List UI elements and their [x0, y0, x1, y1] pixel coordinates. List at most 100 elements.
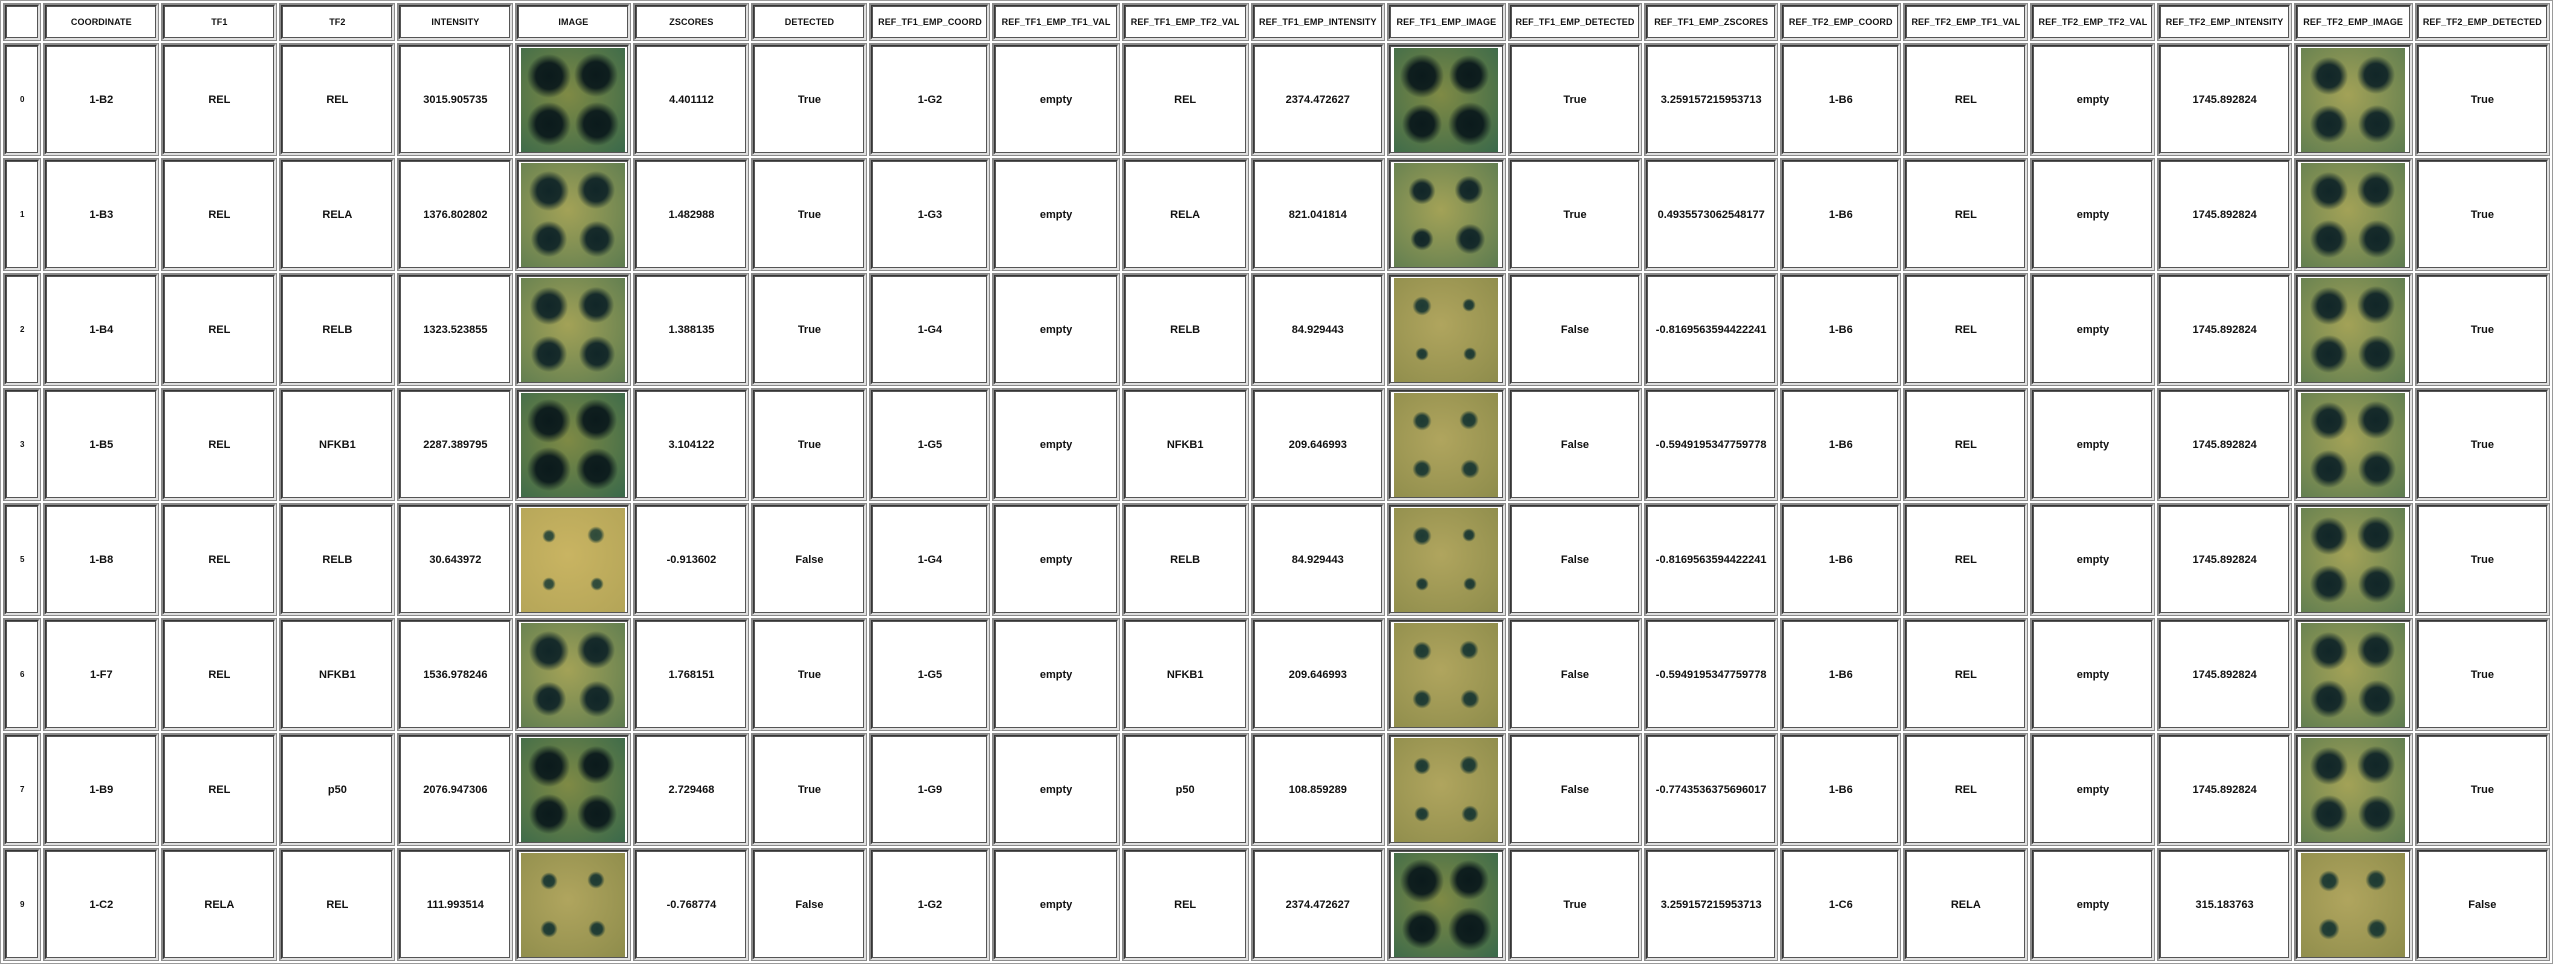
- table-row[interactable]: 3 1-B5 REL NFKB1 2287.389795 3.104122 True 1-G5…: [3, 388, 2550, 501]
- ref-tf2-intensity-cell: 1745.892824: [2157, 273, 2292, 386]
- column-header[interactable]: TF1: [161, 3, 278, 41]
- intensity-cell: 3015.905735: [397, 43, 514, 156]
- table-row[interactable]: 9 1-C2 RELA REL 111.993514 -0.768774 False 1-G2…: [3, 848, 2550, 961]
- ref-tf2-tf2-val-cell: empty: [2030, 733, 2156, 846]
- column-header[interactable]: REF_TF1_EMP_DETECTED: [1507, 3, 1643, 41]
- ref-tf1-tf1-val-cell: empty: [992, 733, 1120, 846]
- ref-tf1-detected-cell: True: [1507, 158, 1643, 271]
- ref-tf2-image-cell: [2293, 388, 2413, 501]
- ref-tf1-detected-cell: False: [1507, 388, 1643, 501]
- detected-cell: True: [751, 388, 868, 501]
- spot-blot-image: [2301, 852, 2406, 957]
- ref-tf1-intensity-cell: 821.041814: [1250, 158, 1385, 271]
- tf2-cell: RELB: [279, 503, 396, 616]
- spot-blot-image: [2301, 737, 2406, 842]
- table-row[interactable]: 2 1-B4 REL RELB 1323.523855 1.388135 True 1-G4 e…: [3, 273, 2550, 386]
- column-header[interactable]: IMAGE: [515, 3, 632, 41]
- spot-blot-image: [521, 737, 626, 842]
- column-header[interactable]: REF_TF1_EMP_IMAGE: [1386, 3, 1506, 41]
- ref-tf1-detected-cell: False: [1507, 733, 1643, 846]
- intensity-cell: 30.643972: [397, 503, 514, 616]
- spot-blot-image: [1394, 277, 1499, 382]
- zscore-cell: 1.482988: [633, 158, 750, 271]
- column-header[interactable]: DETECTED: [751, 3, 868, 41]
- ref-tf1-tf1-val-cell: empty: [992, 848, 1120, 961]
- coordinate-cell: 1-C2: [43, 848, 160, 961]
- column-header[interactable]: INTENSITY: [397, 3, 514, 41]
- ref-tf1-tf1-val-cell: empty: [992, 503, 1120, 616]
- ref-tf1-intensity-cell: 2374.472627: [1250, 848, 1385, 961]
- ref-tf2-detected-cell: True: [2414, 43, 2550, 156]
- table-row[interactable]: 7 1-B9 REL p50 2076.947306 2.729468 True 1-G9 em…: [3, 733, 2550, 846]
- column-header[interactable]: REF_TF2_EMP_DETECTED: [2414, 3, 2550, 41]
- ref-tf1-zscore-cell: -0.8169563594422241: [1644, 503, 1779, 616]
- ref-tf2-tf2-val-cell: empty: [2030, 503, 2156, 616]
- spot-blot-image: [2301, 277, 2406, 382]
- ref-tf2-tf2-val-cell: empty: [2030, 43, 2156, 156]
- ref-tf1-coord-cell: 1-G5: [869, 618, 991, 731]
- ref-tf1-intensity-cell: 84.929443: [1250, 503, 1385, 616]
- column-header[interactable]: COORDINATE: [43, 3, 160, 41]
- header-index[interactable]: [3, 3, 42, 41]
- column-header[interactable]: REF_TF2_EMP_COORD: [1780, 3, 1902, 41]
- image-cell: [515, 618, 632, 731]
- ref-tf1-zscore-cell: -0.7743536375696017: [1644, 733, 1779, 846]
- column-header[interactable]: REF_TF1_EMP_INTENSITY: [1250, 3, 1385, 41]
- image-cell: [515, 388, 632, 501]
- column-header[interactable]: REF_TF2_EMP_TF1_VAL: [1903, 3, 2029, 41]
- ref-tf2-intensity-cell: 1745.892824: [2157, 618, 2292, 731]
- table-row[interactable]: 0 1-B2 REL REL 3015.905735 4.401112 True 1-G2 em…: [3, 43, 2550, 156]
- ref-tf2-coord-cell: 1-B6: [1780, 503, 1902, 616]
- spot-blot-image: [521, 162, 626, 267]
- spot-blot-image: [1394, 162, 1499, 267]
- intensity-cell: 2076.947306: [397, 733, 514, 846]
- ref-tf2-intensity-cell: 1745.892824: [2157, 733, 2292, 846]
- image-cell: [515, 733, 632, 846]
- column-header[interactable]: REF_TF1_EMP_ZSCORES: [1644, 3, 1779, 41]
- ref-tf2-image-cell: [2293, 503, 2413, 616]
- column-header[interactable]: ZSCORES: [633, 3, 750, 41]
- intensity-cell: 1376.802802: [397, 158, 514, 271]
- ref-tf1-image-cell: [1386, 158, 1506, 271]
- column-header[interactable]: REF_TF2_EMP_IMAGE: [2293, 3, 2413, 41]
- zscore-cell: -0.768774: [633, 848, 750, 961]
- image-cell: [515, 848, 632, 961]
- ref-tf1-intensity-cell: 2374.472627: [1250, 43, 1385, 156]
- column-header[interactable]: TF2: [279, 3, 396, 41]
- intensity-cell: 1536.978246: [397, 618, 514, 731]
- ref-tf2-tf1-val-cell: REL: [1903, 273, 2029, 386]
- column-header[interactable]: REF_TF1_EMP_TF1_VAL: [992, 3, 1120, 41]
- ref-tf1-tf2-val-cell: p50: [1121, 733, 1249, 846]
- ref-tf1-zscore-cell: 0.4935573062548177: [1644, 158, 1779, 271]
- spot-blot-image: [1394, 47, 1499, 152]
- tf1-cell: REL: [161, 158, 278, 271]
- ref-tf2-coord-cell: 1-B6: [1780, 618, 1902, 731]
- ref-tf1-tf2-val-cell: REL: [1121, 848, 1249, 961]
- table-row[interactable]: 1 1-B3 REL RELA 1376.802802 1.482988 True 1-G3 e…: [3, 158, 2550, 271]
- coordinate-cell: 1-F7: [43, 618, 160, 731]
- ref-tf2-detected-cell: False: [2414, 848, 2550, 961]
- ref-tf1-tf1-val-cell: empty: [992, 388, 1120, 501]
- column-header[interactable]: REF_TF1_EMP_COORD: [869, 3, 991, 41]
- ref-tf1-intensity-cell: 108.859289: [1250, 733, 1385, 846]
- ref-tf2-intensity-cell: 1745.892824: [2157, 158, 2292, 271]
- ref-tf1-coord-cell: 1-G4: [869, 273, 991, 386]
- ref-tf2-intensity-cell: 315.183763: [2157, 848, 2292, 961]
- table-row[interactable]: 5 1-B8 REL RELB 30.643972 -0.913602 False 1-G4 e…: [3, 503, 2550, 616]
- column-header[interactable]: REF_TF2_EMP_INTENSITY: [2157, 3, 2292, 41]
- table-row[interactable]: 6 1-F7 REL NFKB1 1536.978246 1.768151 True 1-G5…: [3, 618, 2550, 731]
- column-header[interactable]: REF_TF2_EMP_TF2_VAL: [2030, 3, 2156, 41]
- coordinate-cell: 1-B8: [43, 503, 160, 616]
- tf1-cell: REL: [161, 273, 278, 386]
- ref-tf1-zscore-cell: 3.259157215953713: [1644, 848, 1779, 961]
- row-index: 0: [3, 43, 42, 156]
- spot-blot-image: [2301, 162, 2406, 267]
- ref-tf1-intensity-cell: 209.646993: [1250, 388, 1385, 501]
- ref-tf2-coord-cell: 1-B6: [1780, 388, 1902, 501]
- ref-tf2-tf1-val-cell: REL: [1903, 43, 2029, 156]
- zscore-cell: 2.729468: [633, 733, 750, 846]
- ref-tf1-image-cell: [1386, 273, 1506, 386]
- coordinate-cell: 1-B5: [43, 388, 160, 501]
- ref-tf1-tf2-val-cell: REL: [1121, 43, 1249, 156]
- column-header[interactable]: REF_TF1_EMP_TF2_VAL: [1121, 3, 1249, 41]
